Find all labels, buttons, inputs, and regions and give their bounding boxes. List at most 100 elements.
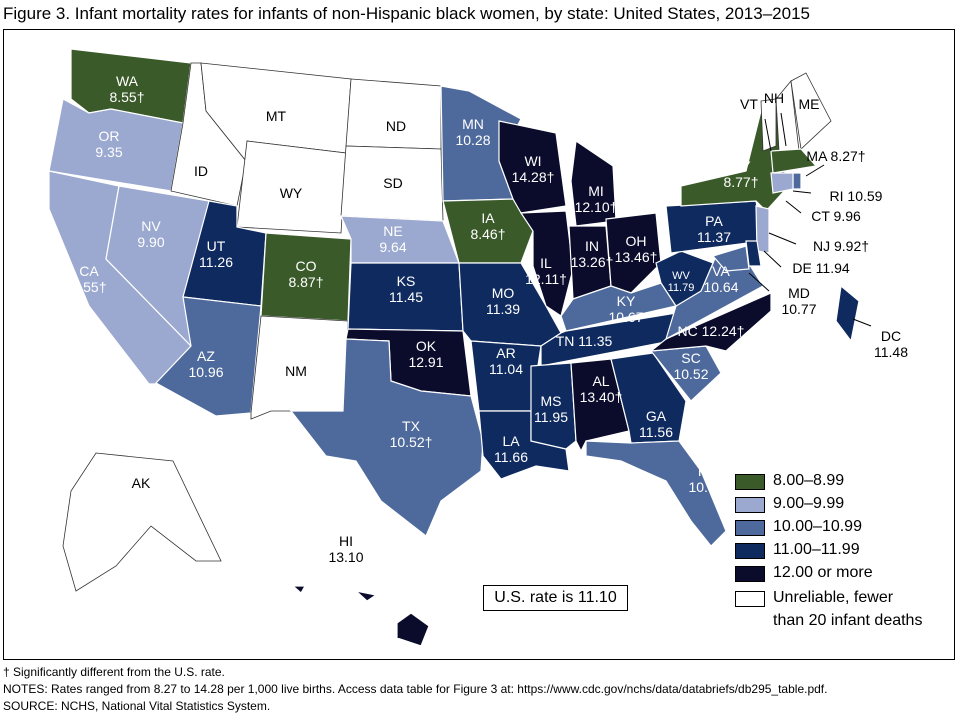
- state-value-ms: 11.95: [534, 409, 568, 425]
- state-dc: [835, 284, 860, 343]
- state-value-va: 10.64: [703, 279, 738, 295]
- legend-label-continued: than 20 infant deaths: [773, 612, 923, 629]
- state-value-ar: 11.04: [489, 361, 523, 377]
- state-code-in: IN: [585, 238, 599, 254]
- state-value-ks: 11.45: [389, 289, 423, 305]
- state-value: 8.27†: [827, 148, 866, 164]
- state-value-wa: 8.55†: [109, 89, 144, 105]
- state-code-fl: FL: [698, 463, 715, 479]
- state-value-sc: 10.52: [673, 366, 708, 382]
- state-code-id: ID: [194, 163, 208, 179]
- state-code-mo: MO: [492, 285, 515, 301]
- state-value-md: 10.77: [781, 301, 816, 317]
- state-code-ny: NY: [731, 158, 751, 174]
- state-label-ri: RI 10.59: [830, 188, 883, 204]
- state-code-wy: WY: [280, 185, 303, 201]
- state-az: [155, 296, 262, 417]
- state-code: DE: [792, 260, 811, 276]
- state-code-ks: KS: [397, 273, 416, 289]
- state-nc: [649, 292, 772, 352]
- state-value-al: 13.40†: [580, 389, 623, 405]
- state-code-mt: MT: [266, 108, 287, 124]
- state-code-sd: SD: [383, 175, 402, 191]
- state-value-hi: 13.10: [328, 549, 363, 565]
- state-label-tn: TN 11.35: [556, 333, 613, 349]
- state-md: [711, 245, 750, 272]
- state-code-va: VA: [712, 263, 730, 279]
- state-code: RI: [830, 188, 844, 204]
- leader-dc: [852, 318, 872, 327]
- state-code-nm: NM: [285, 363, 307, 379]
- leader-nj: [768, 232, 797, 245]
- state-code-ok: OK: [416, 338, 437, 354]
- state-code-hi: HI: [339, 533, 353, 549]
- leader-ri: [792, 190, 812, 194]
- state-code-il: IL: [540, 255, 552, 271]
- state-value-ne: 9.64: [379, 239, 406, 255]
- state-code-oh: OH: [626, 233, 647, 249]
- state-code-ut: UT: [207, 238, 226, 254]
- state-code-wi: WI: [524, 153, 541, 169]
- state-value-co: 8.87†: [288, 274, 323, 290]
- state-me: [790, 72, 832, 150]
- state-value-pa: 11.37: [697, 229, 731, 245]
- legend-label: 12.00 or more: [773, 564, 873, 581]
- state-vt: [760, 98, 777, 152]
- state-oh: [605, 212, 662, 294]
- state-value: 12.24†: [698, 323, 745, 339]
- state-value-fl: 10.68: [688, 479, 723, 495]
- state-code-or: OR: [99, 128, 120, 144]
- state-value-la: 11.66: [494, 449, 528, 465]
- state-code: TN: [556, 333, 575, 349]
- state-hi: [291, 585, 430, 647]
- state-code-mi: MI: [588, 183, 604, 199]
- state-label-nj: NJ 9.92†: [813, 238, 869, 254]
- state-code-vt: VT: [740, 96, 758, 112]
- state-il: [519, 210, 574, 317]
- state-code-wa: WA: [116, 73, 139, 89]
- state-code-ak: AK: [132, 475, 151, 491]
- state-wy: [236, 140, 347, 234]
- state-value-in: 13.26†: [571, 254, 614, 270]
- state-nj: [755, 205, 770, 254]
- leader-ma: [805, 164, 825, 177]
- state-code: NC: [678, 323, 698, 339]
- state-value: 11.94: [812, 260, 850, 276]
- state-label-ct: CT 9.96: [811, 208, 861, 224]
- figure-title: Figure 3. Infant mortality rates for inf…: [3, 4, 810, 23]
- state-value-ca: 9.55†: [71, 279, 106, 295]
- legend-swatch: [735, 520, 765, 536]
- state-value-mo: 11.39: [486, 301, 520, 317]
- state-ma: [770, 148, 818, 174]
- state-value-mi: 12.10†: [575, 199, 618, 215]
- state-value: 9.92†: [830, 238, 869, 254]
- state-code-ms: MS: [541, 393, 562, 409]
- state-code-pa: PA: [705, 213, 723, 229]
- legend-swatch: [735, 474, 765, 490]
- state-ky: [560, 282, 677, 332]
- leader-ct: [785, 200, 802, 214]
- state-code-md: MD: [788, 285, 810, 301]
- state-value-tx: 10.52†: [390, 434, 433, 450]
- state-label-ma: MA 8.27†: [806, 148, 865, 164]
- state-value-ok: 12.91: [408, 354, 443, 370]
- state-value: 10.59: [844, 188, 883, 204]
- state-code-ca: CA: [79, 263, 99, 279]
- state-value-ga: 11.56: [639, 424, 673, 440]
- state-value-wi: 14.28†: [512, 169, 555, 185]
- footnote: † Significantly different from the U.S. …: [3, 665, 225, 679]
- state-mi: [570, 139, 617, 227]
- state-code: NJ: [813, 238, 830, 254]
- state-ak: [62, 452, 222, 592]
- state-ct: [770, 172, 794, 194]
- map-frame: WA 8.55† OR 9.35 CA 9.55† NV 9.90 ID MT WY UT 11.26 A…: [3, 29, 955, 660]
- legend-label: 10.00–10.99: [773, 518, 862, 535]
- state-code-wv: WV: [672, 270, 690, 282]
- state-code-nd: ND: [386, 118, 406, 134]
- state-ms: [530, 362, 577, 450]
- legend-label: 8.00–8.99: [773, 472, 845, 489]
- legend-label: 11.00–11.99: [773, 541, 860, 558]
- state-label-nc: NC 12.24†: [678, 323, 745, 339]
- source: SOURCE: NCHS, National Vital Statistics …: [3, 699, 271, 713]
